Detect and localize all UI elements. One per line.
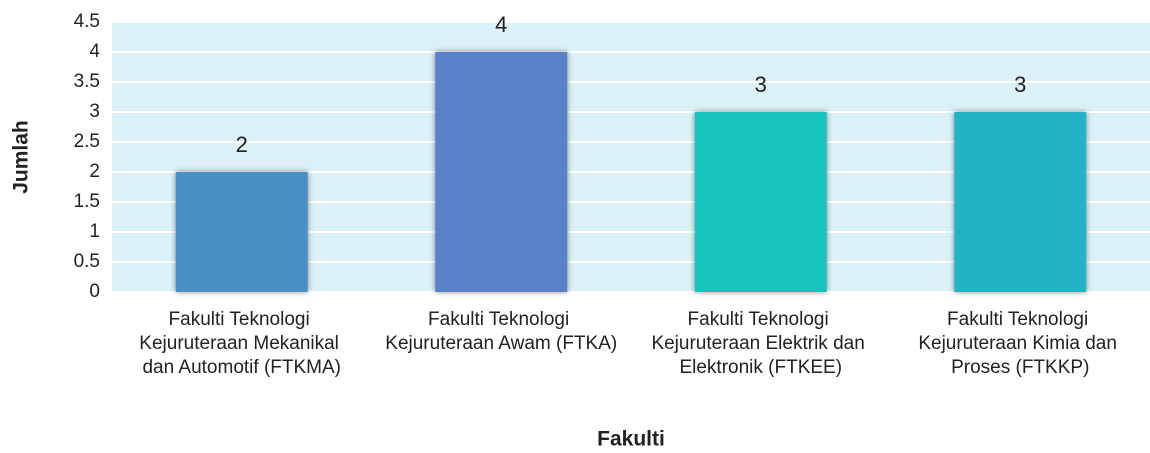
y-tick-label: 0.5: [74, 251, 100, 272]
y-tick-label: 1.5: [74, 191, 100, 212]
y-tick-label: 0: [89, 281, 100, 302]
y-tick-label: 3: [89, 101, 100, 122]
value-label: 3: [755, 72, 767, 97]
bar: [175, 172, 308, 292]
x-axis-title: Fakulti: [597, 428, 665, 451]
x-tick-label: Fakulti Teknologi Kejuruteraan Elektrik …: [651, 309, 870, 378]
y-tick-label: 2.5: [74, 131, 100, 152]
value-label: 4: [495, 12, 507, 37]
y-tick-label: 1: [89, 221, 100, 242]
x-tick-label: Fakulti Teknologi Kejuruteraan Mekanikal…: [139, 309, 344, 378]
value-label: 2: [236, 132, 248, 157]
y-tick-label: 4: [89, 41, 100, 62]
y-axis-title: Jumlah: [10, 120, 33, 194]
x-tick-label: Fakulti Teknologi Kejuruteraan Awam (FTK…: [385, 309, 617, 354]
value-label: 3: [1014, 72, 1026, 97]
bar: [435, 52, 568, 292]
y-tick-label: 4.5: [74, 11, 100, 32]
x-tick-label: Fakulti Teknologi Kejuruteraan Kimia dan…: [918, 309, 1122, 378]
y-tick-label: 3.5: [74, 71, 100, 92]
bar: [694, 112, 827, 292]
y-tick-label: 2: [89, 161, 100, 182]
bar: [954, 112, 1087, 292]
